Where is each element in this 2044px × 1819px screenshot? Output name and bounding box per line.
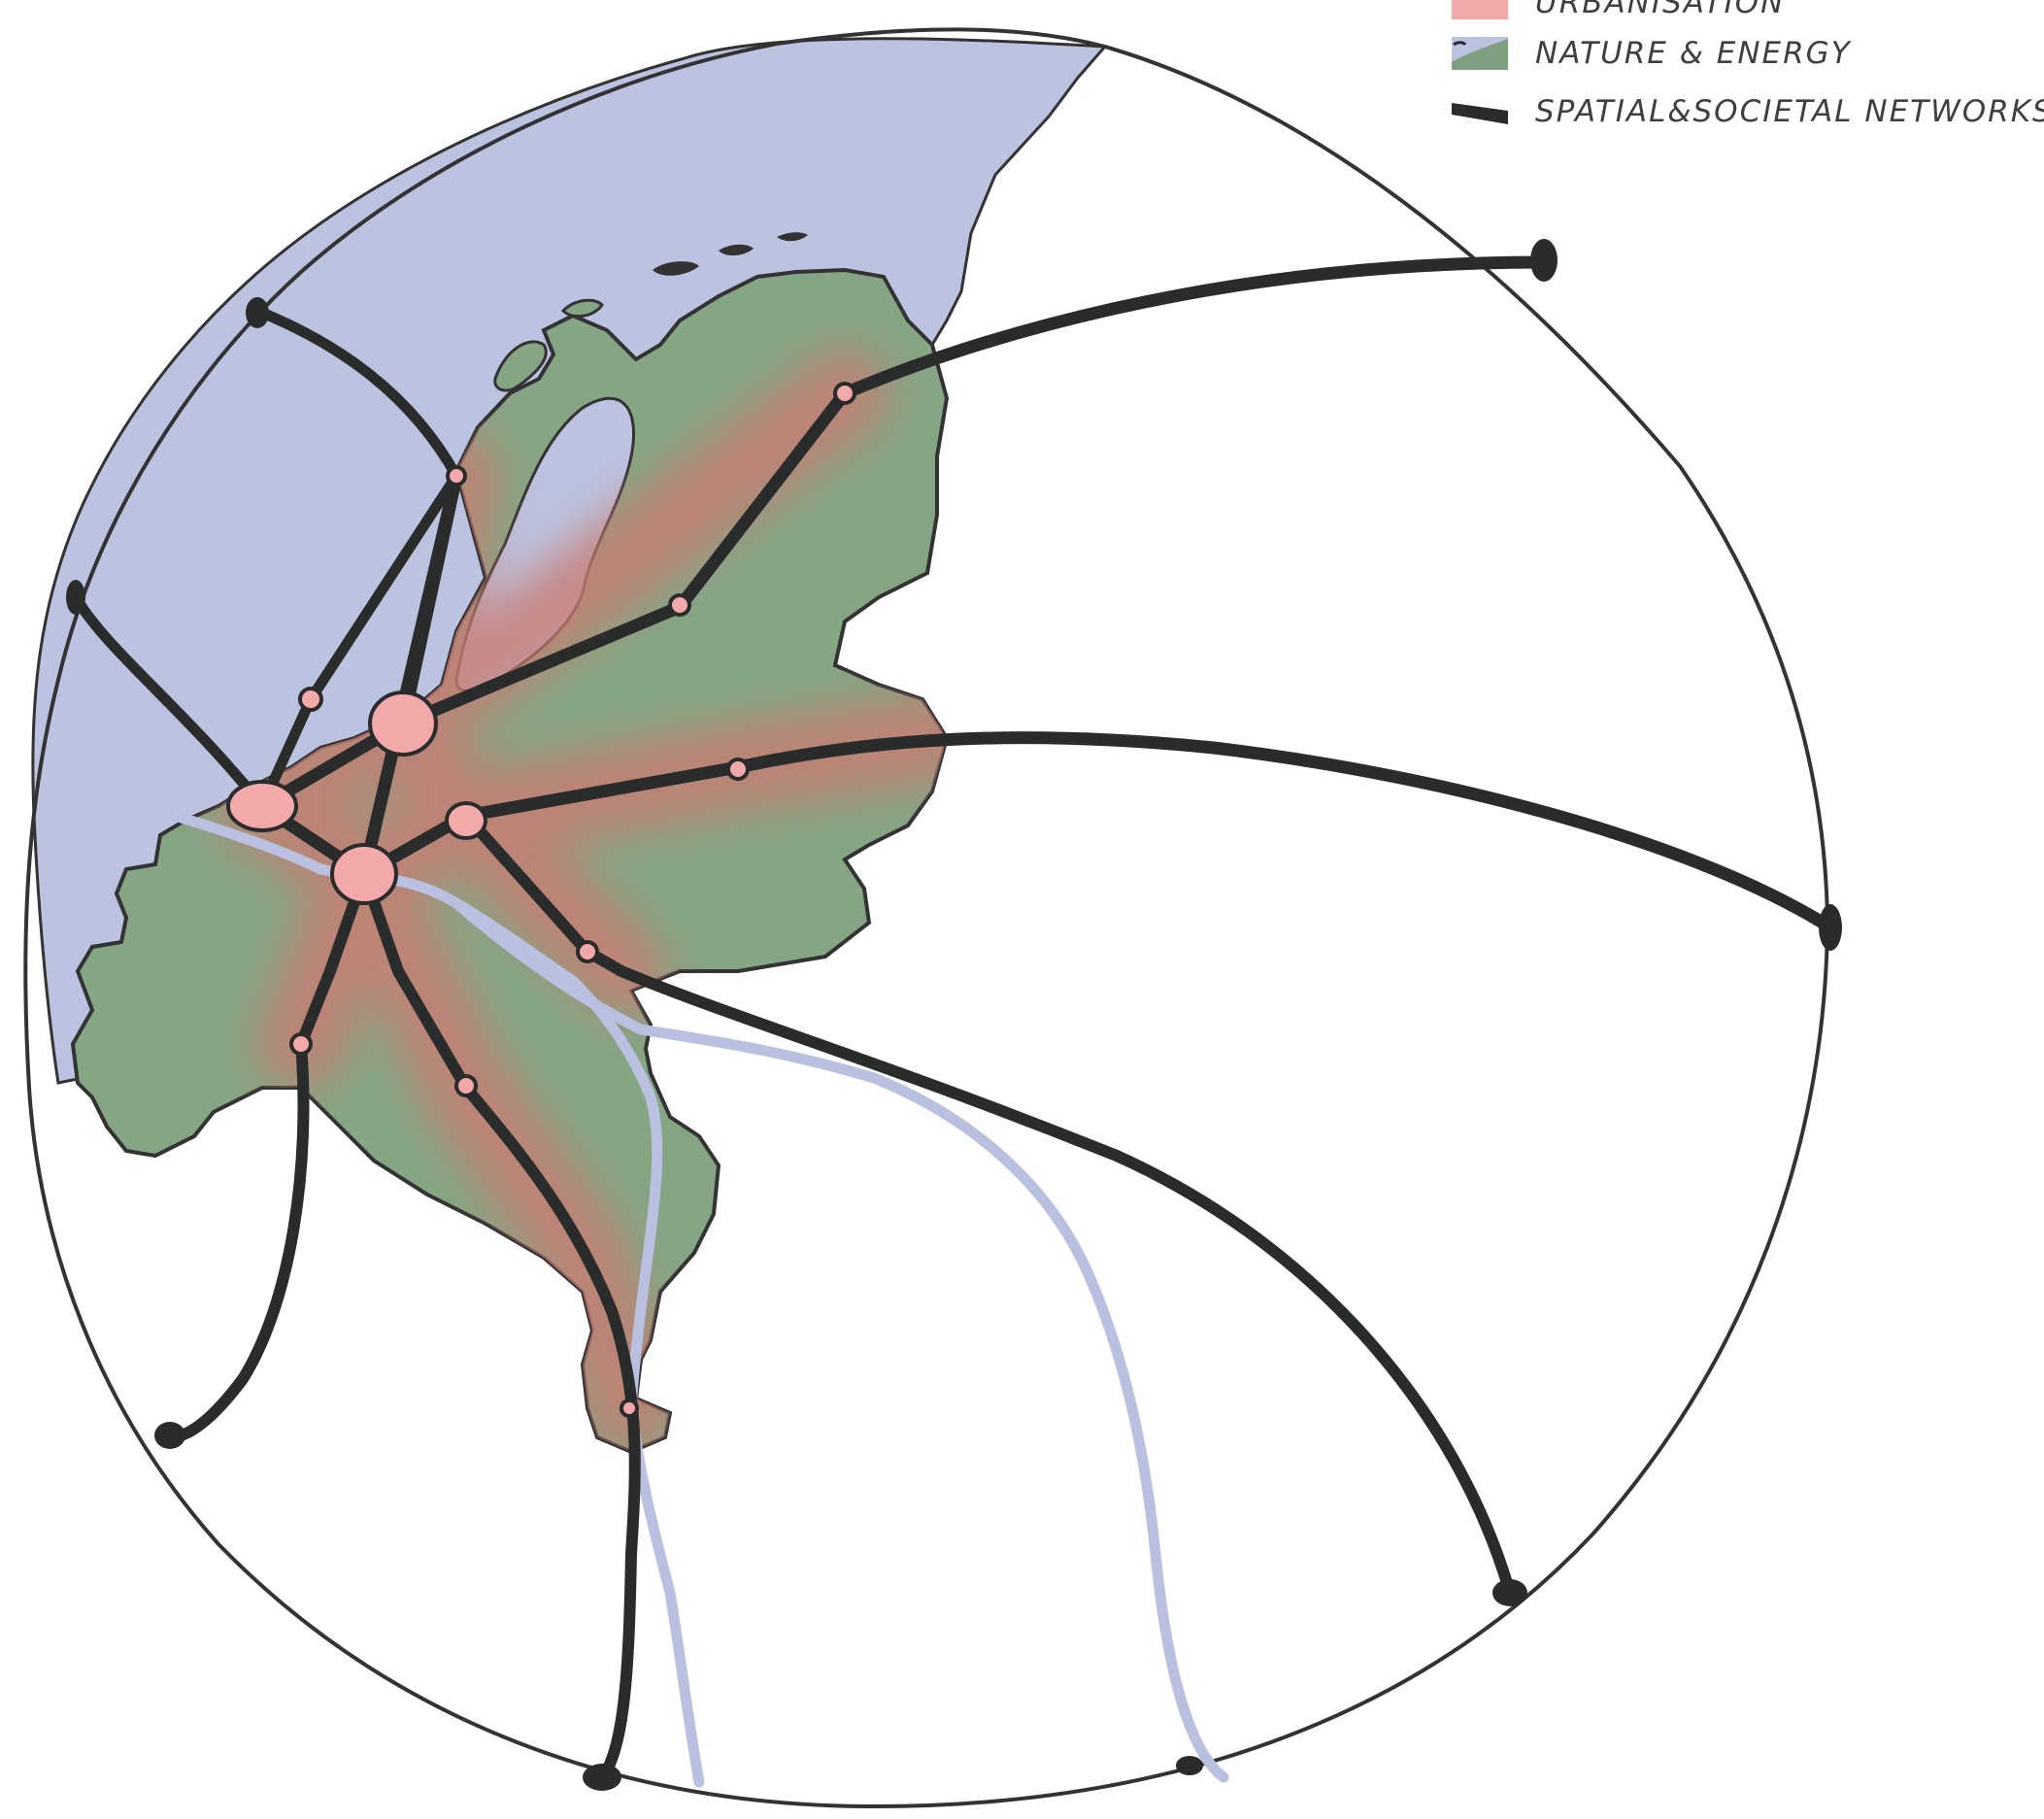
endpoint bbox=[1530, 239, 1558, 282]
city-rotterdam bbox=[330, 843, 398, 905]
endpoint bbox=[1176, 1756, 1203, 1775]
endpoint bbox=[66, 580, 85, 615]
network-line-east-north bbox=[396, 255, 1551, 730]
city-node-small bbox=[620, 1398, 639, 1418]
network-line-north-coast bbox=[251, 305, 462, 482]
pink-swatch-icon bbox=[1452, 0, 1508, 19]
city-node-small bbox=[289, 1032, 313, 1056]
network-line-east-middle bbox=[459, 731, 1837, 934]
city-node-small bbox=[668, 593, 691, 617]
wadden-island bbox=[777, 232, 808, 242]
city-node-small bbox=[446, 465, 467, 487]
city-node-small bbox=[298, 687, 323, 712]
endpoint bbox=[583, 1764, 621, 1791]
wadden-island bbox=[719, 244, 754, 256]
legend-label: NATURE & ENERGY bbox=[1535, 36, 1852, 71]
legend-item-urbanisation: URBANISATION bbox=[1452, 0, 1785, 27]
city-node-small bbox=[576, 940, 599, 963]
wadden-island bbox=[493, 340, 548, 392]
legend-item-networks: SPATIAL&SOCIETAL NETWORKS bbox=[1452, 87, 2044, 136]
legend-item-nature-energy: NATURE & ENERGY bbox=[1452, 29, 1852, 78]
endpoint bbox=[154, 1422, 185, 1449]
blue-green-swatch-icon bbox=[1452, 37, 1508, 70]
wadden-island bbox=[653, 261, 699, 276]
legend-label: SPATIAL&SOCIETAL NETWORKS bbox=[1535, 94, 2044, 129]
city-amsterdam bbox=[368, 691, 438, 757]
city-the-hague bbox=[226, 780, 298, 832]
legend: URBANISATION NATURE & ENERGY SPATIAL&SOC… bbox=[1452, 0, 2044, 129]
endpoint bbox=[246, 297, 269, 328]
city-nodes bbox=[226, 382, 856, 1418]
endpoint bbox=[1492, 1579, 1527, 1606]
city-node-small bbox=[726, 758, 750, 781]
network-line-west-coast bbox=[70, 591, 268, 812]
network-line-southeast bbox=[460, 810, 1516, 1599]
wadden-island bbox=[560, 298, 604, 319]
black-line-swatch-icon bbox=[1452, 103, 1508, 124]
city-utrecht bbox=[445, 801, 487, 840]
boundary-circle bbox=[23, 27, 1830, 1809]
city-node-small bbox=[454, 1074, 478, 1097]
city-node-small bbox=[833, 382, 856, 405]
network-line-southwest bbox=[164, 868, 370, 1443]
river-rhine-east bbox=[451, 897, 1229, 1783]
network-endpoints bbox=[66, 239, 1842, 1791]
legend-label: URBANISATION bbox=[1535, 0, 1786, 20]
endpoint bbox=[1819, 904, 1842, 951]
